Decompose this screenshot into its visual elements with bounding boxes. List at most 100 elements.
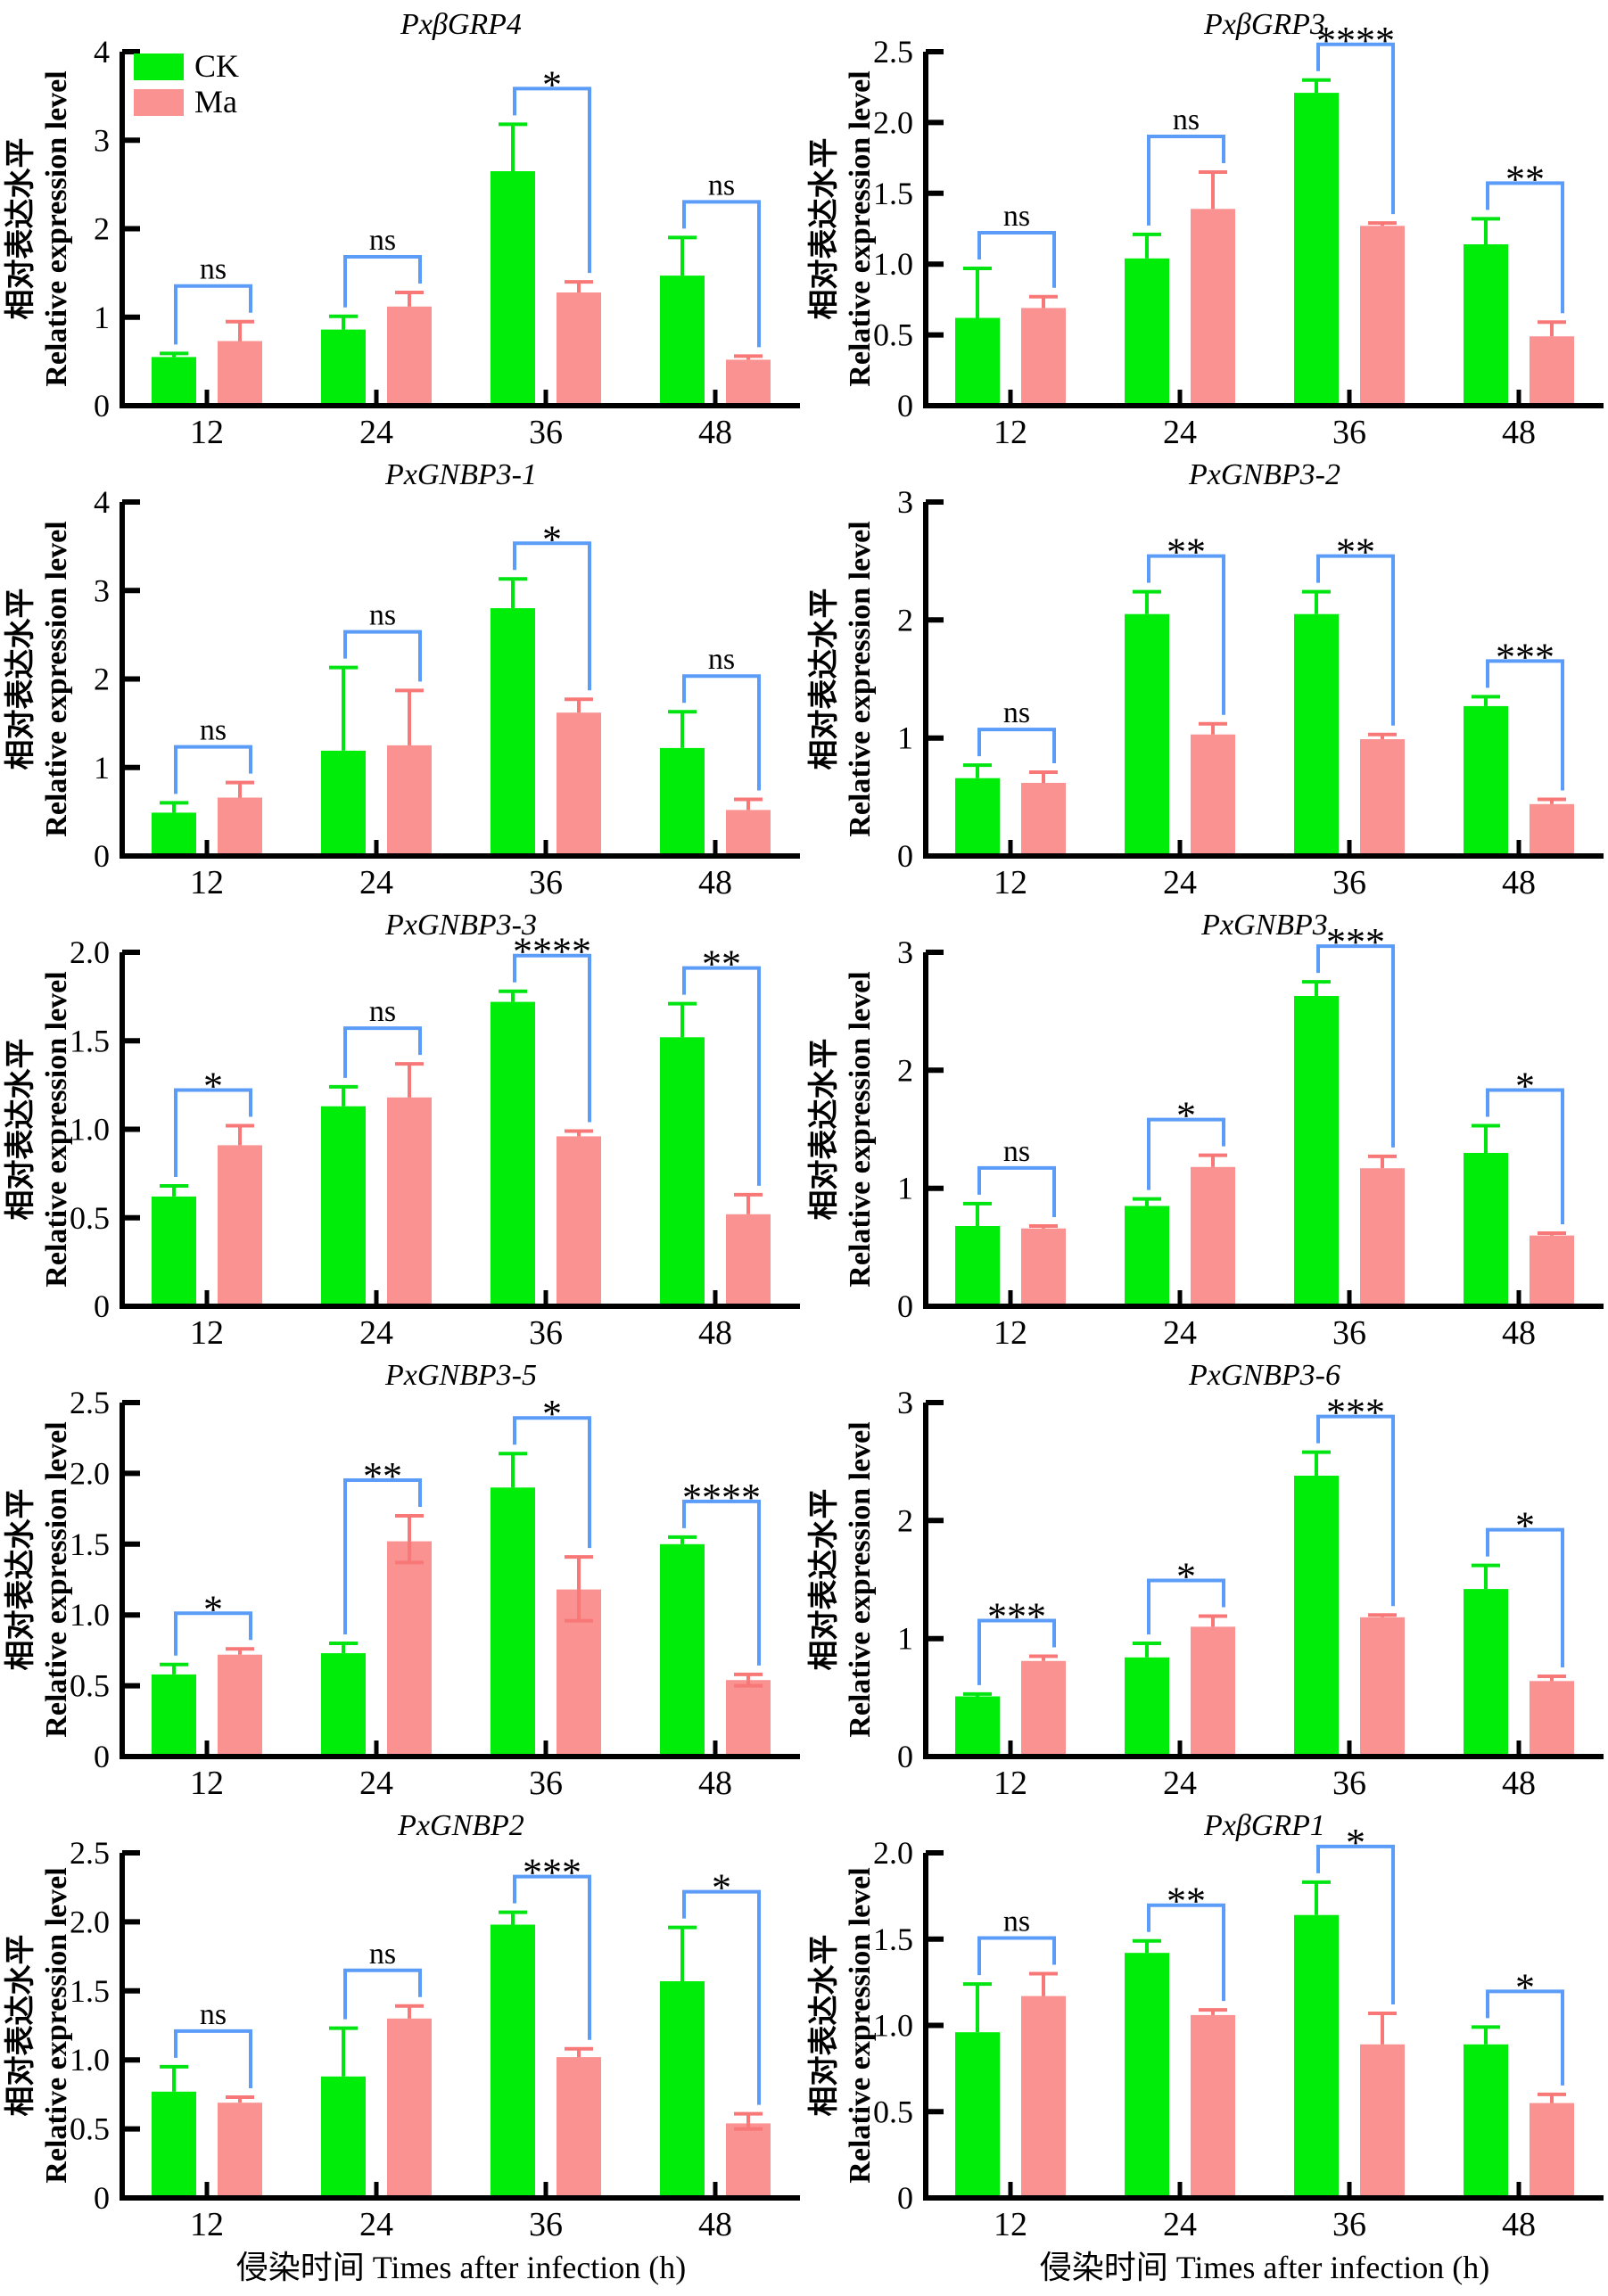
error-bar-ck-12h <box>963 1982 992 2033</box>
y-tick-label: 2.5 <box>70 1835 110 1871</box>
bar-ma-12h <box>1021 1660 1066 1757</box>
bar-ma-24h <box>387 1541 432 1757</box>
error-bar-ck-36h <box>499 989 527 1002</box>
error-bar-ma-12h <box>1029 770 1058 783</box>
x-tick-label: 36 <box>1332 2206 1366 2243</box>
bar-ma-48h <box>1530 1681 1574 1757</box>
bar-ma-24h <box>387 306 432 406</box>
chart-pxbgrp3: PxβGRP3 0 0.5 1.0 1.5 2.0 2.5 12 24 36 48 ns ns **** *… <box>804 0 1608 450</box>
error-bar-ck-24h <box>329 1084 358 1107</box>
x-tick-label: 36 <box>1332 414 1366 450</box>
x-tick-label: 36 <box>529 2206 563 2243</box>
y-axis-label: 相对表达水平Relative expression level <box>4 1867 73 2183</box>
bar-ck-12h <box>955 317 1000 406</box>
x-tick-label: 12 <box>190 2206 224 2243</box>
error-bar-ma-24h <box>1199 721 1227 735</box>
y-axis-label: 相对表达水平Relative expression level <box>4 70 73 386</box>
sig-label-12h: *** <box>987 1595 1046 1639</box>
bar-ma-36h <box>1360 226 1405 406</box>
bar-ck-12h <box>955 1226 1000 1306</box>
x-tick-label: 12 <box>190 864 224 901</box>
bar-ck-24h <box>321 329 366 406</box>
y-tick-label: 1 <box>94 300 110 335</box>
error-bar-ck-24h <box>1133 1642 1161 1658</box>
sig-bracket-24h <box>343 1968 422 2020</box>
chart-svg: PxGNBP3-500.51.01.52.02.512 24 36 48*******… <box>4 1359 800 1801</box>
error-bar-ck-36h <box>1302 589 1331 614</box>
bar-ma-48h <box>726 2123 771 2198</box>
chart-title: PxGNBP3-6 <box>1188 1359 1340 1392</box>
sig-bracket-48h <box>682 674 761 791</box>
bar-ma-48h <box>1530 336 1574 406</box>
error-bar-ma-12h <box>226 1123 254 1146</box>
bar-ck-36h <box>1294 613 1339 856</box>
y-axis-label: 相对表达水平Relative expression level <box>807 70 877 386</box>
error-bar-ma-36h <box>565 697 593 713</box>
y-tick-label: 0 <box>897 1739 913 1774</box>
bar-ma-12h <box>218 2103 262 2198</box>
x-tick-label: 12 <box>190 1314 224 1351</box>
error-bar-ma-36h <box>565 280 593 292</box>
sig-bracket-24h <box>1147 1578 1225 1634</box>
error-bar-ck-24h <box>329 2026 358 2077</box>
bar-ck-24h <box>321 750 366 856</box>
error-bar-ma-24h <box>1199 2008 1227 2015</box>
sig-label-48h: ** <box>702 942 741 986</box>
bar-ma-12h <box>218 797 262 856</box>
x-tick-label: 12 <box>994 414 1027 450</box>
error-bar-ck-48h <box>668 1001 697 1038</box>
x-tick-label: 36 <box>1332 1765 1366 1801</box>
error-bar-ck-48h <box>668 235 697 276</box>
error-bar-ma-36h <box>1368 1154 1397 1169</box>
sig-label-48h: * <box>1515 1065 1535 1108</box>
sig-bracket-36h <box>1316 554 1395 726</box>
sig-bracket-12h <box>977 728 1056 763</box>
bar-ck-48h <box>1464 1589 1508 1757</box>
bar-ma-48h <box>1530 2103 1574 2198</box>
error-bar-ma-48h <box>1538 320 1566 337</box>
sig-label-24h: ** <box>1167 1880 1206 1923</box>
legend-swatch-ck <box>134 53 184 80</box>
error-bar-ck-12h <box>963 267 992 318</box>
sig-bracket-12h <box>174 1611 252 1656</box>
y-tick-label: 0 <box>94 1288 110 1324</box>
y-tick-label: 0 <box>94 2180 110 2216</box>
error-bar-ck-12h <box>160 801 188 813</box>
bar-ma-48h <box>1530 1235 1574 1306</box>
chart-title: PxβGRP3 <box>1203 8 1325 41</box>
bar-ma-12h <box>218 341 262 406</box>
error-bar-ck-12h <box>963 1691 992 1697</box>
sig-bracket-24h <box>1147 554 1225 715</box>
error-bar-ma-12h <box>1029 1654 1058 1661</box>
x-tick-label: 12 <box>994 2206 1027 2243</box>
y-tick-label: 1 <box>897 1171 913 1206</box>
bar-ck-36h <box>1294 996 1339 1306</box>
error-bar-ma-12h <box>226 319 254 342</box>
x-tick-label: 48 <box>698 414 732 450</box>
sig-label-48h: **** <box>682 1476 761 1519</box>
sig-label-24h: ** <box>1167 531 1206 574</box>
error-bar-ma-24h <box>395 1062 424 1098</box>
x-tick-label: 48 <box>698 1765 732 1801</box>
bar-ck-12h <box>152 1674 196 1757</box>
y-tick-label: 2.0 <box>70 1455 110 1491</box>
error-bar-ma-48h <box>1538 1231 1566 1236</box>
y-axis-label: 相对表达水平Relative expression level <box>807 1867 877 2183</box>
error-bar-ck-24h <box>1133 589 1161 614</box>
y-tick-label: 1.0 <box>873 2008 913 2044</box>
bar-ck-12h <box>152 1196 196 1306</box>
bar-ck-36h <box>491 171 535 406</box>
sig-label-24h: ** <box>363 1454 402 1498</box>
chart-pxbgrp4: PxβGRP4 0 1 2 3 4 12 24 36 48 ns ns * ns 相对表达水平Relativ… <box>0 0 804 450</box>
bar-ma-12h <box>1021 1228 1066 1306</box>
sig-bracket-48h <box>1486 659 1564 791</box>
y-tick-label: 1.5 <box>70 1527 110 1562</box>
y-axis-label: 相对表达水平Relative expression level <box>807 521 877 836</box>
sig-label-24h: ns <box>1173 103 1200 136</box>
bar-ma-36h <box>557 712 601 856</box>
sig-bracket-12h <box>977 1165 1056 1217</box>
error-bar-ma-36h <box>1368 732 1397 739</box>
bar-ck-12h <box>152 2091 196 2198</box>
